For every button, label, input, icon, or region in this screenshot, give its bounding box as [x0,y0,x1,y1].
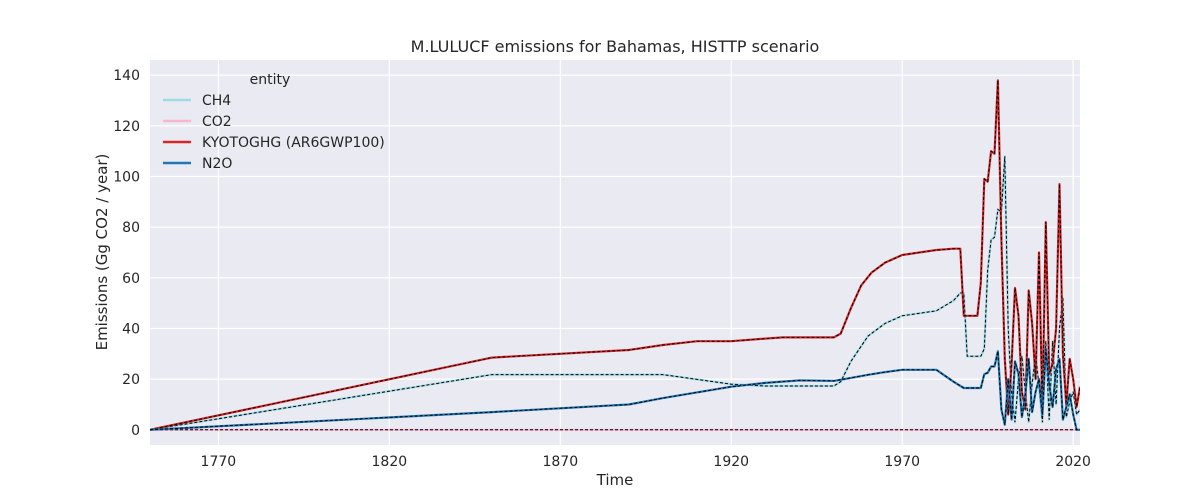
y-axis-label: Emissions (Gg CO2 / year) [93,154,111,351]
y-tick-label: 60 [122,271,140,287]
chart-title: M.LULUCF emissions for Bahamas, HISTTP s… [411,37,820,56]
x-tick-label: 1870 [542,454,578,470]
y-tick-label: 40 [122,321,140,337]
x-tick-label: 1970 [884,454,920,470]
legend-label-kyotoghg-ar6gwp100: KYOTOGHG (AR6GWP100) [202,135,385,151]
series-layer [150,79,1080,431]
grid [150,60,1080,445]
x-axis-ticks: 1770 1820 1870 1920 1970 2020 [201,454,1091,470]
y-tick-label: 100 [113,170,140,186]
series-overlay-kyotoghg-ar6gwp100 [150,80,1080,431]
x-tick-label: 2020 [1055,454,1091,470]
legend-label-ch4: CH4 [202,93,231,109]
y-tick-label: 140 [113,68,140,84]
y-tick-label: 20 [122,372,140,388]
y-axis-ticks: 0 20 40 60 80 100 120 140 [113,68,140,439]
legend-label-n2o: N2O [202,156,232,172]
x-tick-label: 1920 [713,454,749,470]
y-tick-label: 120 [113,119,140,135]
x-tick-label: 1820 [372,454,408,470]
y-tick-label: 0 [131,423,140,439]
legend-label-co2: CO2 [202,114,232,130]
plot-background [150,60,1080,445]
legend: entity CH4 CO2 KYOTOGHG (AR6GWP100) N2O [163,72,385,172]
x-tick-label: 1770 [201,454,237,470]
series-line-n2o [150,347,1080,431]
x-axis-label: Time [596,471,634,489]
series-overlay-ch4 [150,156,1080,431]
y-tick-label: 80 [122,220,140,236]
legend-title: entity [250,72,291,88]
